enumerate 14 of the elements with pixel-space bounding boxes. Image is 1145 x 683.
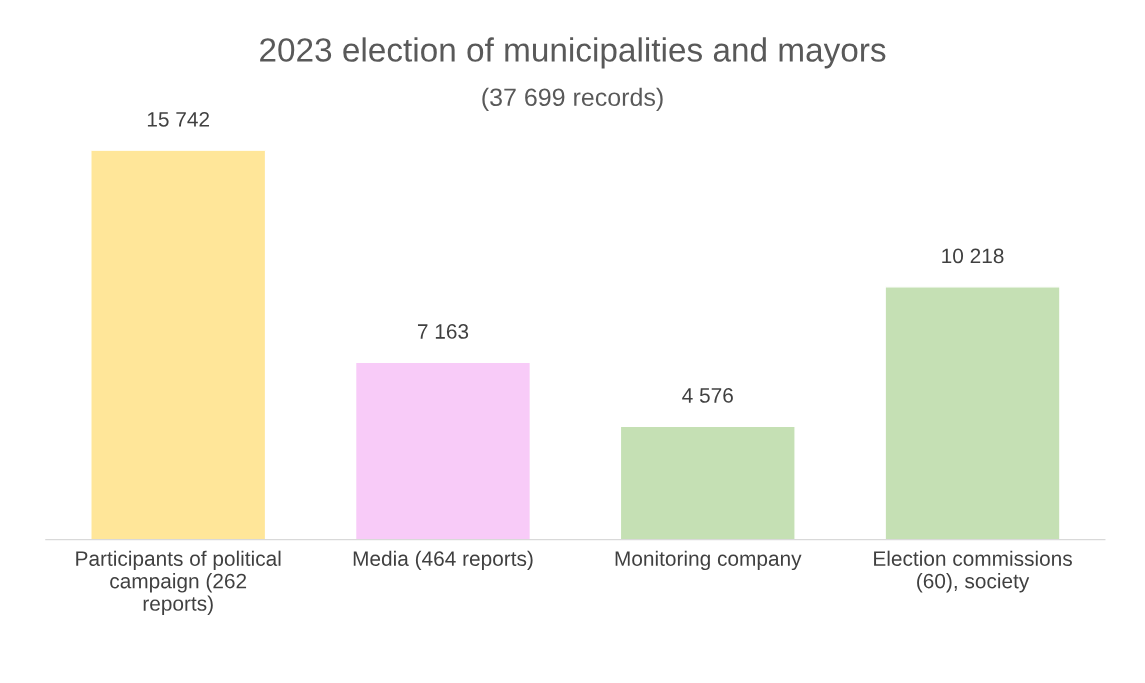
chart-title: 2023 election of municipalities and mayors xyxy=(260,37,886,69)
chart-subtitle: (37 699 records) xyxy=(482,87,663,112)
data-label: 10 218 xyxy=(942,248,1004,264)
bar xyxy=(619,425,796,540)
x-tick-label: Election commissions (60), society xyxy=(874,550,1072,593)
x-tick-label: Participants of political campaign (262 reports) xyxy=(76,550,281,615)
bar xyxy=(354,361,532,540)
data-label: 7 163 xyxy=(417,324,469,339)
data-label: 4 576 xyxy=(682,388,733,403)
x-tick-label: Media (464 reports) xyxy=(353,550,533,571)
bar xyxy=(884,286,1061,540)
bar xyxy=(90,150,267,540)
data-label: 15 742 xyxy=(147,111,210,127)
x-tick-label: Monitoring company xyxy=(615,550,802,571)
